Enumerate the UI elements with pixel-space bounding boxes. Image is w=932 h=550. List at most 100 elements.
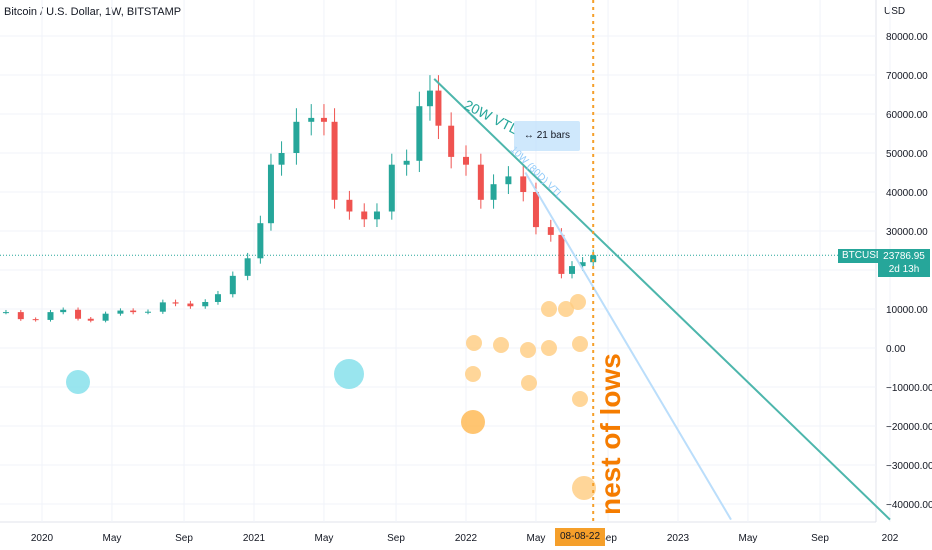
y-tick-label: 60000.00 <box>886 110 928 121</box>
candle-body <box>388 164 395 212</box>
idea-bubble-icon <box>572 476 596 500</box>
candles <box>2 75 597 323</box>
x-axis: 2020 May Sep 2021 May Sep 2022 May Sep 2023 May Sep… <box>31 533 899 544</box>
candle-body <box>346 199 353 212</box>
idea-bubble-icon <box>461 410 485 434</box>
idea-bubble-icon <box>520 342 536 358</box>
y-tick-label: 30000.00 <box>886 227 928 238</box>
idea-bubble-icon <box>572 336 588 352</box>
trendline-10w <box>524 171 732 521</box>
y-tick-label: −20000.00 <box>886 422 932 433</box>
x-tick-label: 2022 <box>455 533 478 544</box>
candle-body <box>308 117 315 122</box>
y-tick-label: 10000.00 <box>886 305 928 316</box>
candle-body <box>547 227 554 235</box>
candle-body <box>202 301 209 307</box>
last-price: 23786.95 <box>883 251 925 262</box>
idea-bubbles <box>66 294 596 500</box>
x-tick-label: May <box>527 533 546 544</box>
candle-body <box>426 90 433 107</box>
candle-body <box>32 319 39 321</box>
candle-body <box>558 234 565 274</box>
range-measure-label[interactable]: ↔ 21 bars <box>514 121 580 151</box>
candle-body <box>477 164 484 200</box>
candle-body <box>267 164 274 224</box>
x-tick-label: May <box>103 533 122 544</box>
candle-body <box>293 121 300 153</box>
idea-bubble-icon <box>466 335 482 351</box>
candle-body <box>130 310 137 313</box>
symbol-tag: BTCUSD <box>838 249 888 263</box>
x-tick-label: Sep <box>387 533 405 544</box>
x-tick-label: Sep <box>811 533 829 544</box>
candle-body <box>463 156 469 165</box>
x-tick-label: May <box>739 533 758 544</box>
candle-body <box>87 318 94 321</box>
candle-body <box>159 302 166 312</box>
candle-body <box>320 117 327 122</box>
candle-body <box>229 275 236 295</box>
idea-bubble-icon <box>572 391 588 407</box>
candle-body <box>102 313 109 321</box>
candle-body <box>17 312 24 320</box>
candle-body <box>172 302 179 304</box>
x-tick-label: Sep <box>599 533 617 544</box>
idea-bubble-icon <box>521 375 537 391</box>
candle-body <box>278 153 285 165</box>
candle-body <box>60 309 67 313</box>
candle-body <box>257 223 264 259</box>
candle-body <box>214 294 221 302</box>
last-price-box: 23786.95 2d 13h <box>878 249 930 277</box>
candle-body <box>590 255 597 263</box>
candle-body <box>187 303 194 307</box>
candle-body <box>361 211 368 220</box>
candle-body <box>505 176 512 185</box>
candle-body <box>331 121 338 200</box>
candle-body <box>244 258 251 276</box>
candle-body <box>373 211 380 220</box>
candle-body <box>145 311 151 313</box>
trendline-20w <box>433 78 891 521</box>
candle-body <box>2 312 9 314</box>
y-tick-label: 0.00 <box>886 344 906 355</box>
x-tick-label: 202 <box>882 533 899 544</box>
nest-of-lows-text: nest of lows <box>595 353 626 515</box>
y-tick-label: −30000.00 <box>886 461 932 472</box>
y-tick-label: 80000.00 <box>886 32 928 43</box>
idea-bubble-icon <box>541 301 557 317</box>
x-tick-label: 2021 <box>243 533 266 544</box>
candle-body <box>435 90 442 126</box>
idea-bubble-icon <box>334 359 364 389</box>
x-tick-label: 2023 <box>667 533 690 544</box>
candle-body <box>403 160 410 165</box>
candle-body <box>569 266 575 274</box>
trendline-20w-label: 20W VTL <box>462 96 521 137</box>
candle-body <box>448 125 455 157</box>
bar-countdown: 2d 13h <box>888 264 920 275</box>
y-tick-label: 40000.00 <box>886 188 928 199</box>
chart-title: Bitcoin / U.S. Dollar, 1W, BITSTAMP <box>4 6 182 18</box>
candle-body <box>117 310 124 314</box>
y-tick-label: 50000.00 <box>886 149 928 160</box>
idea-bubble-icon <box>570 294 586 310</box>
y-tick-label: 70000.00 <box>886 71 928 82</box>
x-tick-label: May <box>315 533 334 544</box>
range-measure-text: 21 bars <box>536 130 571 141</box>
candle-body <box>416 106 423 161</box>
currency-label: USD <box>884 6 906 17</box>
nest-callout: nest of lows <box>595 353 626 515</box>
idea-bubble-icon <box>541 340 557 356</box>
candle-body <box>75 309 82 319</box>
candle-body <box>532 192 539 228</box>
candle-body <box>579 262 586 267</box>
candle-body <box>47 312 54 320</box>
marker-date-tag: 08-08-22 <box>555 528 605 546</box>
y-tick-label: −10000.00 <box>886 383 932 394</box>
x-tick-label: Sep <box>175 533 193 544</box>
candle-body <box>490 184 497 200</box>
idea-bubble-icon <box>493 337 509 353</box>
candle-body <box>520 176 527 192</box>
